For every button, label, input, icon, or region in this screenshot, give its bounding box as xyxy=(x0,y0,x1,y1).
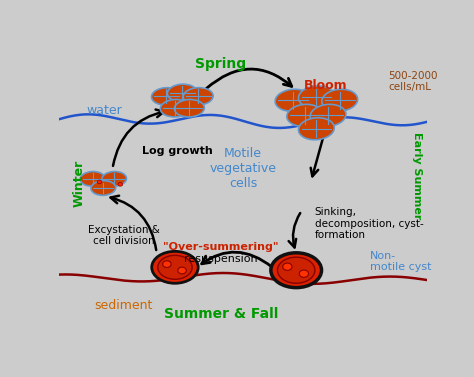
Ellipse shape xyxy=(152,251,198,283)
Text: Sinking,
decomposition, cyst-
formation: Sinking, decomposition, cyst- formation xyxy=(315,207,423,241)
Ellipse shape xyxy=(183,87,213,105)
Ellipse shape xyxy=(97,180,102,184)
Ellipse shape xyxy=(118,182,123,186)
Text: Non-
motile cyst: Non- motile cyst xyxy=(370,251,431,272)
Ellipse shape xyxy=(310,104,346,126)
Text: Motile
vegetative
cells: Motile vegetative cells xyxy=(210,147,276,190)
Text: Summer & Fall: Summer & Fall xyxy=(164,307,278,321)
Ellipse shape xyxy=(91,181,116,195)
Ellipse shape xyxy=(271,253,321,288)
Text: water: water xyxy=(87,104,123,117)
Text: Bloom: Bloom xyxy=(304,80,347,92)
Ellipse shape xyxy=(160,100,190,117)
Text: "Over-summering": "Over-summering" xyxy=(163,242,279,252)
Ellipse shape xyxy=(322,89,358,111)
Ellipse shape xyxy=(178,267,186,274)
Ellipse shape xyxy=(80,172,105,186)
Ellipse shape xyxy=(299,86,334,108)
Ellipse shape xyxy=(174,100,204,117)
Ellipse shape xyxy=(102,172,127,186)
Text: Log growth: Log growth xyxy=(142,146,213,156)
Ellipse shape xyxy=(299,270,309,277)
Text: sediment: sediment xyxy=(94,299,153,311)
Text: 500-2000
cells/mL: 500-2000 cells/mL xyxy=(388,71,438,92)
Text: Excystation &
cell division: Excystation & cell division xyxy=(88,225,159,246)
Text: Winter: Winter xyxy=(73,159,86,207)
Ellipse shape xyxy=(283,263,292,270)
Text: Early Summer: Early Summer xyxy=(412,132,422,219)
Ellipse shape xyxy=(275,89,311,111)
Ellipse shape xyxy=(158,255,192,279)
Ellipse shape xyxy=(299,118,334,140)
Ellipse shape xyxy=(152,87,182,105)
Ellipse shape xyxy=(287,104,323,126)
Ellipse shape xyxy=(163,261,171,267)
Text: Spring: Spring xyxy=(195,57,246,71)
Ellipse shape xyxy=(167,84,197,102)
Ellipse shape xyxy=(277,257,315,283)
Text: resuspension: resuspension xyxy=(184,254,258,264)
